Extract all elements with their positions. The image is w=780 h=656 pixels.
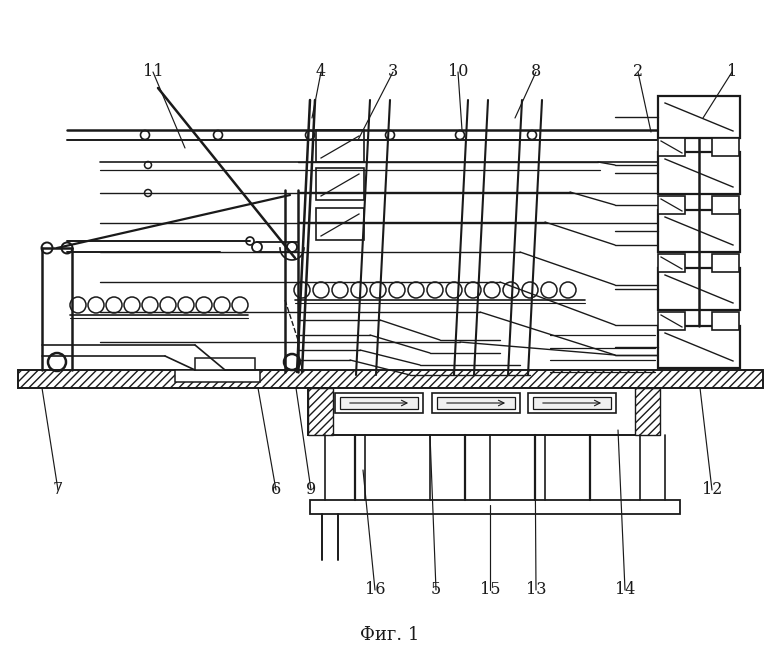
Bar (316, 168, 364, 200)
Text: 9: 9 (306, 482, 316, 499)
Bar (658, 312, 685, 330)
Bar (712, 254, 739, 272)
Bar (658, 152, 740, 194)
Bar (18, 370, 763, 388)
Bar (340, 397, 418, 409)
Bar (658, 254, 685, 272)
Text: 12: 12 (702, 482, 722, 499)
Bar (195, 358, 255, 370)
Text: 2: 2 (633, 64, 643, 81)
Text: 3: 3 (388, 64, 398, 81)
Bar (528, 393, 616, 413)
Text: 4: 4 (316, 64, 326, 81)
Text: 16: 16 (365, 581, 385, 598)
Bar (658, 196, 685, 214)
Bar (335, 393, 423, 413)
Bar (658, 96, 740, 138)
Text: 5: 5 (431, 581, 441, 598)
Bar (533, 397, 611, 409)
Bar (658, 268, 740, 310)
Bar (316, 208, 364, 240)
Bar (658, 138, 685, 156)
Text: 6: 6 (271, 482, 281, 499)
Text: 13: 13 (526, 581, 546, 598)
Bar (432, 393, 520, 413)
Text: 1: 1 (727, 64, 737, 81)
Text: 15: 15 (480, 581, 500, 598)
Bar (712, 138, 739, 156)
Text: Фиг. 1: Фиг. 1 (360, 626, 420, 644)
Text: 7: 7 (53, 482, 63, 499)
Bar (635, 388, 660, 435)
Bar (658, 210, 740, 252)
Text: 11: 11 (143, 64, 163, 81)
Bar (712, 312, 739, 330)
Text: 8: 8 (531, 64, 541, 81)
Bar (175, 370, 260, 382)
Bar (658, 326, 740, 368)
Bar (308, 388, 660, 435)
Bar (308, 388, 333, 435)
Bar (437, 397, 515, 409)
Bar (316, 130, 364, 162)
Text: 10: 10 (448, 64, 468, 81)
Bar (310, 500, 680, 514)
Text: 14: 14 (615, 581, 635, 598)
Bar (712, 196, 739, 214)
